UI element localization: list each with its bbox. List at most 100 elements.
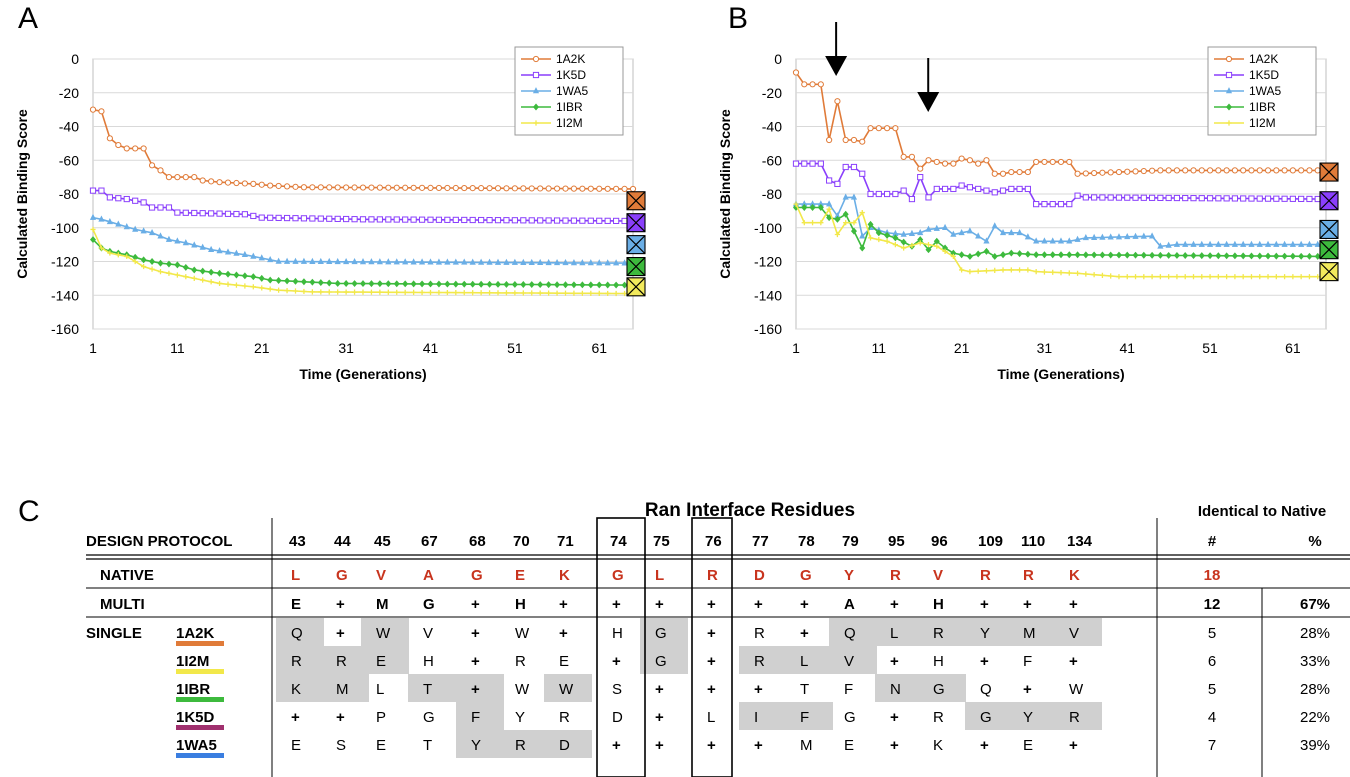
data-point (966, 184, 974, 191)
residue-cell: F (800, 709, 809, 726)
data-point (562, 290, 569, 296)
data-point (801, 220, 807, 226)
data-point (435, 216, 443, 223)
data-point (1050, 269, 1056, 275)
table-title: Ran Interface Residues (645, 500, 855, 521)
residue-number: 77 (752, 533, 769, 550)
data-point (224, 248, 232, 255)
data-point (486, 217, 493, 224)
data-point (224, 179, 232, 186)
data-point (376, 258, 383, 265)
y-tick-label: -140 (51, 287, 79, 303)
data-point (1041, 201, 1048, 208)
data-point (1008, 267, 1014, 273)
data-point (326, 215, 333, 222)
data-point (908, 153, 916, 160)
data-point (1298, 167, 1305, 174)
data-point (402, 184, 409, 191)
data-point (191, 266, 198, 274)
data-point (1166, 274, 1172, 280)
data-point (892, 190, 899, 198)
residue-cell: E (559, 653, 569, 670)
data-point (1289, 240, 1296, 247)
data-point (1206, 240, 1214, 247)
data-point (503, 258, 510, 265)
data-point (983, 268, 990, 274)
data-point (613, 259, 620, 266)
residue-cell: G (800, 567, 812, 584)
data-point (317, 184, 324, 191)
residue-cell: + (559, 596, 568, 613)
data-point (1157, 194, 1164, 201)
x-tick-label: 61 (1285, 340, 1301, 356)
data-point (1140, 167, 1147, 175)
data-point (359, 184, 367, 191)
data-point (1281, 274, 1288, 280)
residue-cell: K (291, 681, 301, 698)
end-marker-1A2K (1319, 162, 1339, 182)
end-marker-1K5D (626, 213, 646, 233)
row-label-underline (176, 641, 224, 646)
residue-cell: W (559, 681, 574, 698)
legend-marker (533, 103, 539, 111)
series-1IBR (90, 236, 636, 289)
residue-number: 44 (334, 533, 351, 550)
legend-label: 1A2K (556, 52, 585, 66)
data-point (351, 184, 358, 191)
residue-cell: G (655, 625, 667, 642)
y-tick-label: -120 (51, 254, 79, 270)
residue-cell: + (336, 709, 345, 726)
data-point (999, 187, 1007, 194)
data-point (1223, 252, 1230, 260)
residue-cell: + (1069, 596, 1078, 613)
residue-cell: Y (515, 709, 525, 726)
data-point (233, 282, 240, 288)
data-point (1057, 237, 1065, 244)
data-point (892, 125, 899, 132)
data-point (275, 182, 282, 190)
data-point (917, 165, 924, 172)
data-point (901, 245, 907, 251)
data-point (292, 288, 299, 294)
residue-cell: G (612, 567, 624, 584)
data-point (876, 236, 882, 243)
data-point (817, 204, 824, 211)
data-point (1174, 274, 1180, 280)
data-point (216, 210, 223, 217)
data-point (233, 271, 240, 279)
data-point (1024, 233, 1031, 240)
residue-cell: E (376, 653, 386, 670)
residue-number: 109 (978, 533, 1003, 550)
data-point (115, 141, 122, 149)
data-point (941, 223, 949, 231)
data-point (233, 179, 240, 187)
end-marker-1I2M (1319, 262, 1339, 282)
table-row-1IBR: 1IBR K M L T + W W S + + + T F N G Q + W 5 28% (176, 674, 1330, 702)
data-point (850, 227, 857, 235)
residue-cell: L (291, 567, 300, 584)
data-point (859, 244, 866, 252)
residue-cell: G (844, 709, 856, 726)
data-point (1107, 169, 1114, 176)
data-point (427, 258, 434, 265)
data-point (570, 281, 577, 289)
residue-cell: + (1023, 596, 1032, 613)
shaded-cell (361, 646, 409, 674)
data-point (1215, 195, 1222, 202)
data-point (225, 281, 231, 287)
data-point (900, 238, 907, 246)
data-point (1248, 240, 1255, 247)
data-point (579, 290, 585, 296)
data-point (613, 290, 619, 297)
data-point (478, 290, 484, 296)
data-point (1231, 167, 1239, 174)
row-label: MULTI (100, 596, 145, 613)
data-point (1264, 240, 1272, 247)
residue-cell: S (612, 681, 622, 698)
data-point (562, 217, 569, 224)
data-point (1033, 201, 1040, 208)
data-point (444, 258, 451, 265)
data-point (528, 217, 535, 224)
identical-percent: 67% (1300, 596, 1330, 613)
data-point (242, 283, 248, 289)
